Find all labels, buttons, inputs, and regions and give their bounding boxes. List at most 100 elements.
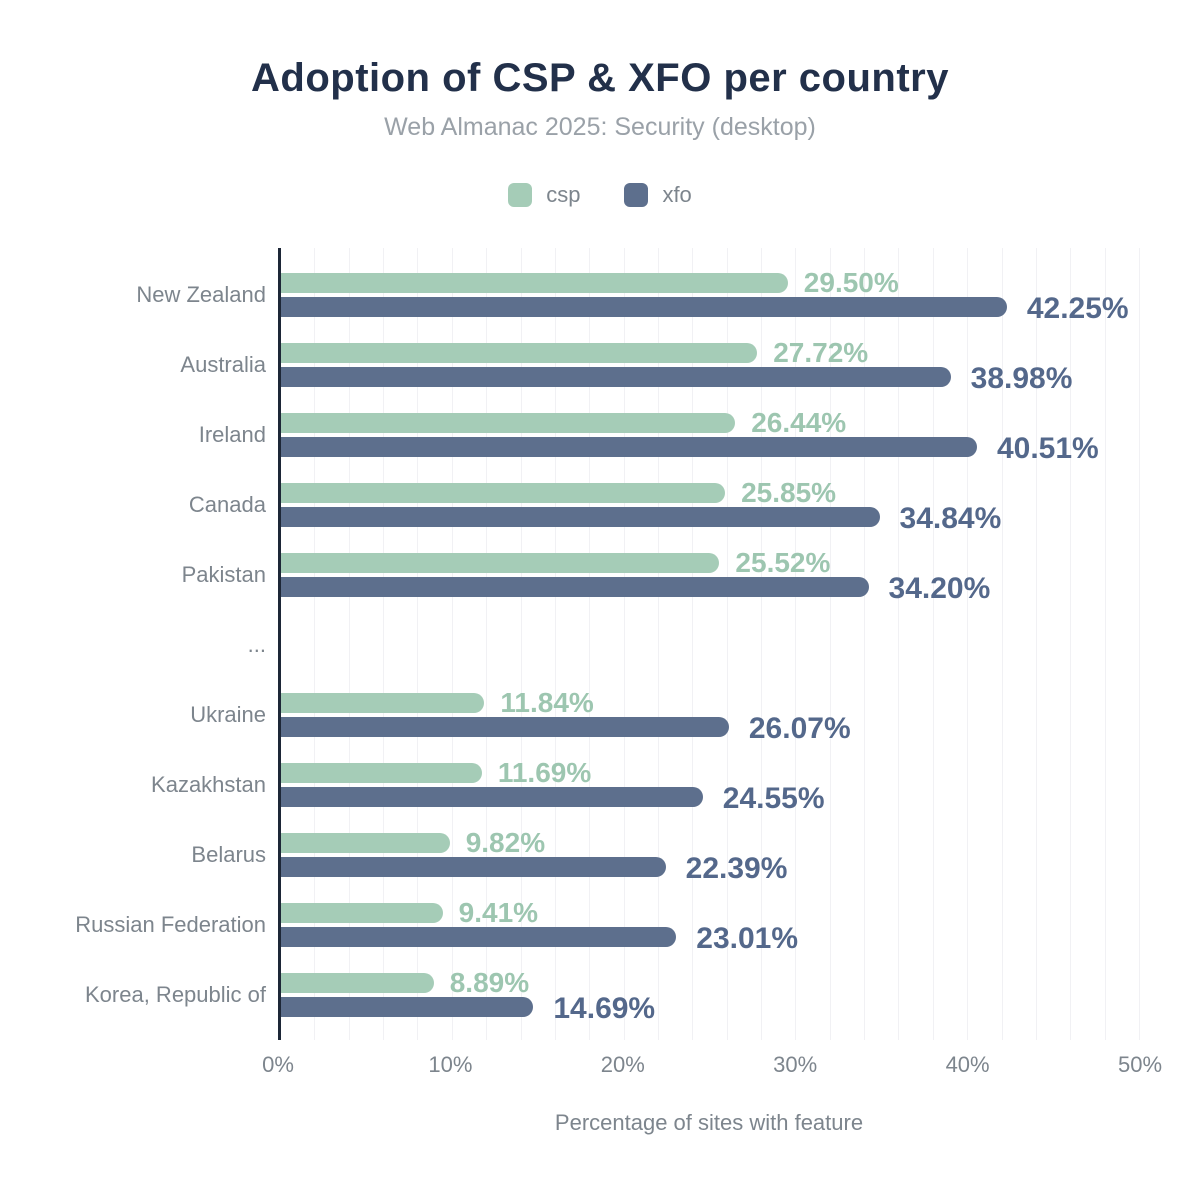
xfo-bar	[281, 437, 977, 457]
gridline	[486, 248, 488, 1040]
xfo-value-label: 23.01%	[696, 922, 799, 955]
xfo-value-label: 40.51%	[996, 432, 1099, 465]
gridline	[1035, 248, 1037, 1040]
csp-value-label: 25.85%	[741, 477, 837, 508]
xfo-legend-swatch-icon	[624, 183, 649, 207]
xfo-bar	[281, 297, 1007, 317]
chart-legend: csp xfo	[0, 182, 1200, 208]
gridline	[898, 248, 900, 1040]
csp-value-label: 26.44%	[751, 407, 847, 438]
csp-bar	[281, 413, 736, 433]
category-label: Kazakhstan	[151, 772, 266, 797]
x-tick-label: 10%	[428, 1052, 473, 1077]
gridline	[348, 248, 350, 1040]
gridline	[589, 248, 591, 1040]
legend-item-xfo: xfo	[624, 182, 692, 208]
bar-row: 29.50% 42.25%	[281, 260, 1140, 330]
gridline	[417, 248, 419, 1040]
x-axis-title: Percentage of sites with feature	[554, 1110, 864, 1135]
bar-row: 25.52% 34.20%	[281, 540, 1140, 610]
xfo-value-label: 24.55%	[722, 782, 825, 815]
bar-row: 9.82% 22.39%	[281, 820, 1140, 890]
x-axis-ticks: 0% 10% 20% 30% 40% 50%	[262, 1052, 1162, 1080]
csp-bar	[281, 973, 434, 993]
x-tick-label: 0%	[262, 1052, 294, 1077]
category-label: Korea, Republic of	[85, 982, 266, 1007]
bar-row: 11.84% 26.07%	[281, 680, 1140, 750]
category-label: Russian Federation	[75, 912, 266, 937]
xfo-value-label: 42.25%	[1026, 292, 1129, 325]
bar-row: 8.89% 14.69%	[281, 960, 1140, 1030]
x-tick-label: 30%	[773, 1052, 818, 1077]
category-label: Ukraine	[190, 702, 266, 727]
xfo-value-label: 38.98%	[970, 362, 1073, 395]
category-labels: New Zealand Australia Ireland Canada Pakista…	[0, 248, 266, 1040]
x-tick-label: 40%	[945, 1052, 990, 1077]
csp-value-label: 9.82%	[465, 827, 546, 858]
gridline	[829, 248, 831, 1040]
gridline	[1001, 248, 1003, 1040]
bar-row: 26.44% 40.51%	[281, 400, 1140, 470]
category-label: Belarus	[191, 842, 266, 867]
csp-bar	[281, 763, 482, 783]
gridline	[692, 248, 694, 1040]
category-label: Australia	[180, 352, 266, 377]
csp-bar	[281, 483, 726, 503]
category-label: Pakistan	[181, 562, 266, 587]
xfo-bar	[281, 857, 666, 877]
csp-bar	[281, 833, 450, 853]
bar-row: 9.41% 23.01%	[281, 890, 1140, 960]
xfo-value-label: 34.20%	[888, 572, 991, 605]
gridline	[1104, 248, 1106, 1040]
bar-row: 25.85% 34.84%	[281, 470, 1140, 540]
category-label: Canada	[188, 492, 266, 517]
gridline	[967, 248, 969, 1040]
gridline	[726, 248, 728, 1040]
csp-legend-label: csp	[546, 182, 581, 207]
xfo-bar	[281, 787, 703, 807]
xfo-value-label: 34.84%	[899, 502, 1002, 535]
csp-value-label: 25.52%	[735, 547, 831, 578]
csp-bar	[281, 693, 485, 713]
gridline	[932, 248, 934, 1040]
gridline	[520, 248, 522, 1040]
csp-value-label: 11.84%	[500, 687, 594, 718]
xfo-bar	[281, 997, 534, 1017]
csp-value-label: 9.41%	[458, 897, 539, 928]
gridline	[864, 248, 866, 1040]
xfo-bar	[281, 577, 869, 597]
bar-row: 11.69% 24.55%	[281, 750, 1140, 820]
ellipsis-label: ...	[247, 632, 266, 657]
csp-value-label: 11.69%	[497, 757, 592, 788]
gridline	[383, 248, 385, 1040]
xfo-bar	[281, 927, 677, 947]
csp-value-label: 8.89%	[449, 967, 530, 998]
xfo-bar	[281, 717, 729, 737]
csp-bar	[281, 553, 720, 573]
x-tick-label: 50%	[1117, 1052, 1163, 1077]
category-label: New Zealand	[136, 282, 266, 307]
csp-legend-swatch-icon	[508, 183, 533, 207]
xfo-value-label: 22.39%	[685, 852, 788, 885]
csp-bar	[281, 343, 758, 363]
xfo-value-label: 26.07%	[748, 712, 851, 745]
gridline	[314, 248, 316, 1040]
csp-value-label: 29.50%	[803, 267, 899, 298]
csp-bar	[281, 273, 788, 293]
csp-bar	[281, 903, 443, 923]
gridline	[1070, 248, 1072, 1040]
plot-area: 29.50% 42.25% 27.72% 38.98% 26.44% 40.51% 25.8…	[278, 248, 1140, 1040]
legend-item-csp: csp	[508, 182, 580, 208]
xfo-bar	[281, 507, 880, 527]
gridline	[657, 248, 659, 1040]
chart-subtitle: Web Almanac 2025: Security (desktop)	[384, 113, 816, 141]
gridline	[1139, 248, 1140, 1040]
gridline	[451, 248, 453, 1040]
gridline	[795, 248, 797, 1040]
bar-row: 27.72% 38.98%	[281, 330, 1140, 400]
xfo-legend-label: xfo	[662, 182, 692, 207]
category-label: Ireland	[198, 422, 266, 447]
chart-title: Adoption of CSP & XFO per country	[251, 56, 949, 100]
xfo-value-label: 14.69%	[553, 992, 656, 1025]
